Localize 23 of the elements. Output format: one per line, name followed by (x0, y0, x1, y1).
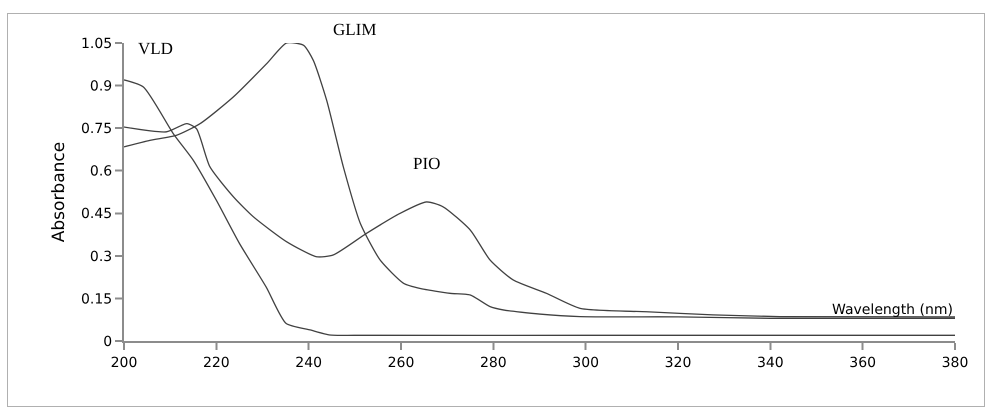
y-tick-label: 0.9 (90, 78, 112, 94)
y-tick-label: 0 (103, 334, 112, 350)
x-tick-label: 280 (480, 354, 507, 371)
x-tick-label: 260 (388, 354, 414, 371)
x-tick-label: 200 (110, 354, 138, 371)
x-tick-label: 380 (942, 354, 968, 371)
x-tick-label: 360 (849, 354, 876, 371)
x-tick-label: 300 (572, 354, 600, 371)
y-tick-label: 0.6 (90, 164, 112, 180)
y-tick-label: 0.15 (81, 291, 112, 308)
y-tick-label: 1.05 (81, 36, 112, 52)
x-tick-label: 340 (756, 354, 784, 371)
y-axis-title: Absorbance (49, 142, 70, 242)
series-label: PIO (413, 154, 440, 173)
series-label: GLIM (333, 20, 376, 39)
y-tick-label: 0.3 (90, 248, 112, 265)
x-tick-label: 220 (202, 354, 230, 371)
x-axis-title: Wavelength (nm) (832, 302, 953, 318)
y-tick-label: 0.75 (81, 121, 112, 138)
y-tick-label: 0.45 (81, 206, 112, 222)
x-tick-label: 240 (295, 354, 322, 371)
series-label: VLD (138, 39, 173, 58)
x-tick-label: 320 (664, 354, 692, 371)
